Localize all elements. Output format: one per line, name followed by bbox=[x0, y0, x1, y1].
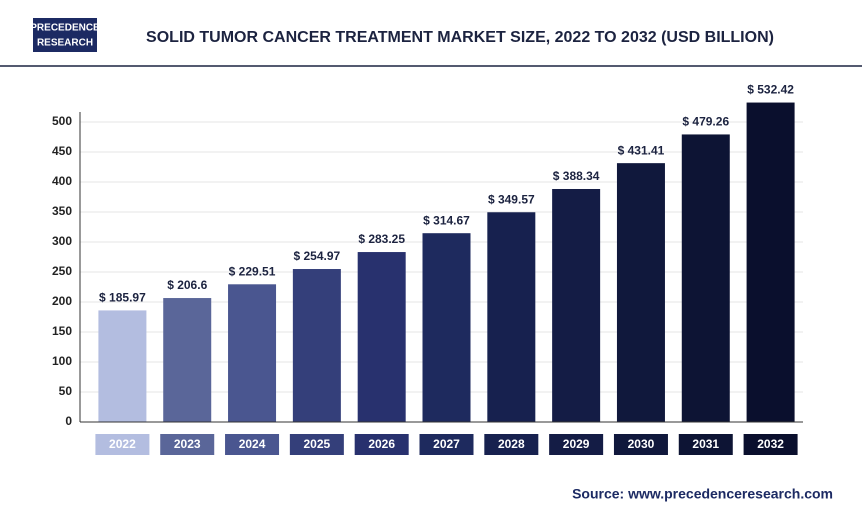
value-label: $ 254.97 bbox=[294, 249, 341, 263]
x-tick-label: 2032 bbox=[757, 437, 784, 451]
value-label: $ 229.51 bbox=[229, 264, 276, 278]
bar bbox=[616, 163, 665, 423]
bar bbox=[357, 252, 406, 422]
x-tick-label: 2029 bbox=[563, 437, 590, 451]
x-tick-label: 2022 bbox=[109, 437, 136, 451]
category-box bbox=[289, 434, 344, 455]
bar bbox=[292, 269, 341, 422]
bar bbox=[163, 298, 212, 422]
y-tick-label: 0 bbox=[65, 414, 72, 428]
value-label: $ 283.25 bbox=[358, 232, 405, 246]
value-label: $ 314.67 bbox=[423, 213, 470, 227]
value-label: $ 532.42 bbox=[747, 83, 794, 97]
bar bbox=[746, 102, 795, 422]
y-tick-label: 300 bbox=[52, 234, 72, 248]
source: Source: www.precedenceresearch.com bbox=[572, 486, 833, 502]
logo-line: PRECEDENCE bbox=[30, 23, 100, 34]
category-box bbox=[160, 434, 215, 455]
y-tick-label: 250 bbox=[52, 264, 72, 278]
bar bbox=[552, 188, 601, 422]
value-label: $ 206.6 bbox=[167, 278, 207, 292]
y-tick-label: 350 bbox=[52, 204, 72, 218]
bar bbox=[487, 212, 536, 422]
bar bbox=[681, 134, 730, 422]
y-tick-label: 200 bbox=[52, 294, 72, 308]
logo-line: RESEARCH bbox=[37, 38, 93, 49]
y-tick-label: 50 bbox=[59, 384, 73, 398]
y-tick-label: 400 bbox=[52, 174, 72, 188]
value-label: $ 431.41 bbox=[618, 143, 665, 157]
category-box bbox=[419, 434, 474, 455]
y-tick-label: 500 bbox=[52, 114, 72, 128]
x-tick-label: 2023 bbox=[174, 437, 201, 451]
category-box bbox=[549, 434, 604, 455]
category-box bbox=[354, 434, 409, 455]
value-label: $ 388.34 bbox=[553, 169, 600, 183]
y-tick-label: 450 bbox=[52, 144, 72, 158]
value-label: $ 479.26 bbox=[682, 115, 729, 129]
y-tick-label: 100 bbox=[52, 354, 72, 368]
y-tick-label: 150 bbox=[52, 324, 72, 338]
value-label: $ 185.97 bbox=[99, 291, 146, 305]
bar bbox=[98, 310, 147, 422]
x-tick-label: 2028 bbox=[498, 437, 525, 451]
chart-title: SOLID TUMOR CANCER TREATMENT MARKET SIZE… bbox=[146, 29, 774, 46]
bar bbox=[422, 233, 471, 422]
x-tick-label: 2025 bbox=[304, 437, 331, 451]
bar bbox=[228, 284, 277, 422]
x-tick-label: 2026 bbox=[368, 437, 395, 451]
category-box bbox=[484, 434, 539, 455]
x-tick-label: 2030 bbox=[628, 437, 655, 451]
category-box bbox=[225, 434, 280, 455]
logo-box bbox=[33, 18, 97, 52]
value-label: $ 349.57 bbox=[488, 192, 535, 206]
x-tick-label: 2027 bbox=[433, 437, 460, 451]
x-tick-label: 2031 bbox=[692, 437, 719, 451]
category-box bbox=[95, 434, 150, 455]
category-box bbox=[678, 434, 733, 455]
category-box bbox=[613, 434, 668, 455]
x-tick-label: 2024 bbox=[239, 437, 266, 451]
category-box bbox=[743, 434, 798, 455]
